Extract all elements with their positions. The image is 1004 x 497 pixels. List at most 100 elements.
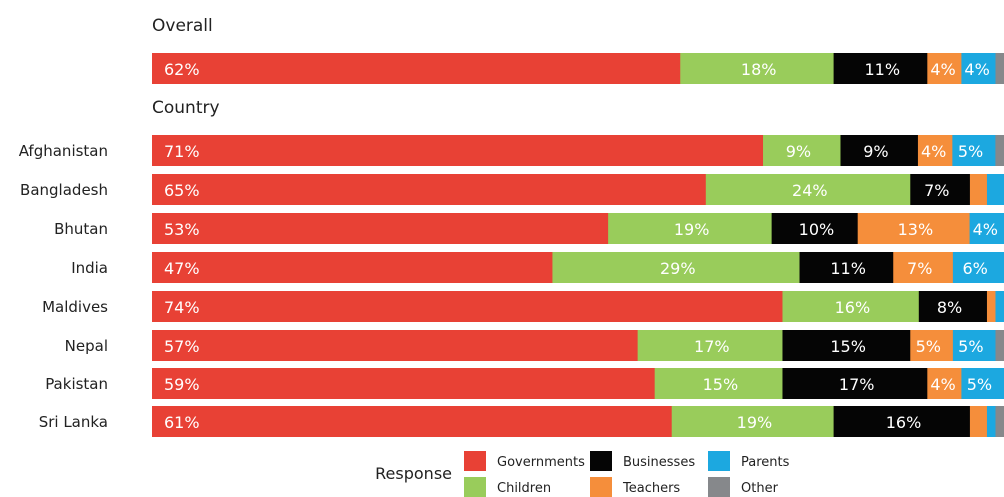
bar-segment [995,330,1004,361]
data-label: 5% [916,337,941,356]
bar-segment [986,291,996,322]
bar-segment [952,252,1004,283]
data-label: 11% [864,60,900,79]
bar-segment [680,53,835,84]
bar-segment [893,252,954,283]
bar-segment [995,53,1004,84]
bar-segment [782,291,920,322]
bar-segment [782,368,928,399]
legend-label: Parents [741,455,790,470]
data-label: 47% [164,259,200,278]
data-label: 15% [830,337,866,356]
data-label: 13% [898,220,934,239]
bar-segment [969,174,988,205]
bar-segment [152,330,639,361]
bar-segment [637,330,783,361]
legend-swatch [464,451,486,471]
data-label: 4% [921,142,946,161]
bar-segment [927,53,962,84]
data-label: 57% [164,337,200,356]
legend-swatch [708,477,730,497]
country-label: Pakistan [45,375,108,393]
bar-segment [152,252,553,283]
bar-segment [705,174,911,205]
data-label: 4% [964,60,989,79]
bar-segment [152,368,656,399]
bar-segment [927,368,962,399]
bar-segment [782,330,911,361]
legend-label: Teachers [622,481,680,496]
data-label: 62% [164,60,200,79]
bar-segment [552,252,801,283]
bar-segment [952,330,996,361]
bar-segment [671,406,835,437]
bar-segment [995,406,1004,437]
bar-segment [608,213,773,244]
bar-segment [771,213,859,244]
data-label: 65% [164,181,200,200]
bar-segment [917,135,953,166]
legend-swatch [464,477,486,497]
data-label: 7% [907,259,932,278]
bar-segment [840,135,919,166]
data-label: 61% [164,413,200,432]
bar-segment [152,291,783,322]
data-label: 15% [703,375,739,394]
data-label: 5% [958,337,983,356]
bar-segment [857,213,971,244]
data-label: 29% [660,259,696,278]
data-label: 24% [792,181,828,200]
country-label: Sri Lanka [39,413,108,431]
data-label: 7% [924,181,949,200]
data-label: 4% [930,375,955,394]
data-label: 19% [737,413,773,432]
data-label: 5% [967,375,992,394]
data-label: 71% [164,142,200,161]
bar-segment [969,213,1004,244]
bar-segment [152,53,681,84]
country-label: Bangladesh [20,181,108,199]
data-label: 9% [863,142,888,161]
bar-segment [833,53,928,84]
section-title: Country [152,98,220,118]
data-label: 53% [164,220,200,239]
data-label: 19% [674,220,710,239]
bar-segment [952,135,996,166]
bar-segment [995,135,1004,166]
bar-segment [995,291,1004,322]
bar-segment [654,368,783,399]
legend-label: Children [497,481,551,496]
data-label: 16% [835,298,871,317]
country-label: Maldives [42,298,108,316]
data-label: 4% [930,60,955,79]
data-label: 4% [973,220,998,239]
legend-swatch [708,451,730,471]
bar-segment [763,135,841,166]
legend-label: Businesses [623,455,695,470]
data-label: 8% [937,298,962,317]
bar-segment [969,406,988,437]
bar-segment [986,406,996,437]
data-label: 17% [694,337,730,356]
data-label: 18% [741,60,777,79]
bar-segment [152,406,673,437]
bar-segment [918,291,988,322]
section-title: Overall [152,16,213,36]
bar-segment [152,135,764,166]
bar-segment [152,174,707,205]
data-label: 10% [799,220,835,239]
country-label: Bhutan [54,220,108,238]
bar-segment [799,252,894,283]
country-label: Nepal [65,337,108,355]
legend-swatch [590,451,612,471]
bar-segment [833,406,971,437]
data-label: 5% [958,142,983,161]
data-label: 6% [962,259,987,278]
bar-segment [986,174,1004,205]
legend-title: Response [375,464,452,483]
data-label: 16% [886,413,922,432]
data-label: 9% [786,142,811,161]
legend-swatch [590,477,612,497]
